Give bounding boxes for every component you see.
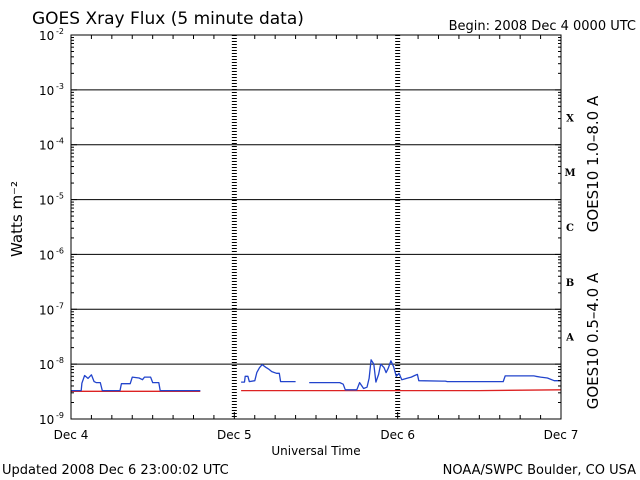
y-axis-label: Watts m⁻² [8,181,26,257]
series-short-channel-line [71,374,201,392]
x-tick-label: Dec 7 [544,428,579,442]
flare-class-M: M [564,168,575,179]
flare-class-A: A [565,333,574,344]
y-tick-label-base: 10 [39,194,54,208]
y-tick-label-exponent: -2 [56,27,64,36]
y-tick-label-base: 10 [39,358,54,372]
y-tick-label-base: 10 [39,139,54,153]
y-tick-label-exponent: -6 [56,246,64,255]
series-short-channel-line [241,363,296,383]
y-tick-label-base: 10 [39,303,54,317]
flare-class-B: B [566,278,574,289]
plot-frame [70,34,562,420]
chart-title: GOES Xray Flux (5 minute data) [32,9,304,29]
legend-short-channel: GOES10 0.5–4.0 A [584,272,602,409]
x-axis-label: Universal Time [271,444,360,458]
begin-time: Begin: 2008 Dec 4 0000 UTC [449,19,636,34]
x-axis-ticks: Dec 4 Dec 5 Dec 6 Dec 7 [54,35,579,442]
y-tick-label-exponent: -9 [56,411,64,420]
series-layer [71,359,562,392]
y-tick-label-base: 10 [39,413,54,427]
y-tick-label-exponent: -8 [56,356,64,365]
series-long-channel-line [241,389,562,392]
credit-line: NOAA/SWPC Boulder, CO USA [443,463,636,478]
legend-long-channel: GOES10 1.0–8.0 A [584,95,602,232]
y-tick-label-exponent: -4 [56,137,64,146]
updated-timestamp: Updated 2008 Dec 6 23:00:02 UTC [2,463,229,478]
flare-class-C: C [566,223,574,234]
series-short-channel-line [309,359,561,391]
y-tick-label-exponent: -3 [56,82,64,91]
flare-class-X: X [566,113,574,124]
y-axis-ticks: 10-910-810-710-610-510-410-310-2 [39,27,561,427]
day-separators [231,35,401,419]
x-tick-label: Dec 5 [217,428,252,442]
grid-lines [71,89,561,365]
y-tick-label-base: 10 [39,29,54,43]
y-tick-label-exponent: -5 [56,192,64,201]
x-tick-label: Dec 6 [380,428,415,442]
y-tick-label-base: 10 [39,84,54,98]
flare-class-labels: A B C M X [564,113,575,343]
y-tick-label-base: 10 [39,248,54,262]
x-tick-label: Dec 4 [54,428,89,442]
y-tick-label-exponent: -7 [56,301,64,310]
